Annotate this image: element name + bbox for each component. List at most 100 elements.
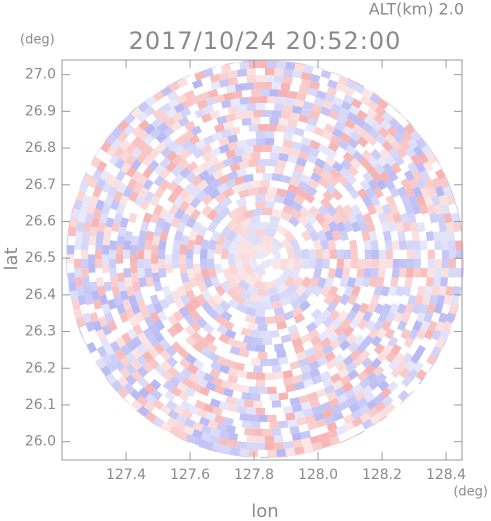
texture-cell: [328, 220, 339, 233]
texture-cell: [234, 83, 245, 92]
texture-cell: [309, 73, 321, 83]
texture-cell: [128, 212, 138, 224]
texture-cell: [373, 285, 383, 297]
texture-cell: [210, 276, 221, 288]
texture-cell: [273, 306, 285, 317]
x-tick-label: 128.0: [298, 467, 338, 483]
texture-cell: [137, 331, 148, 344]
texture-cell: [194, 139, 207, 150]
texture-cell: [257, 351, 268, 360]
texture-cell: [287, 60, 298, 64]
texture-cell: [136, 140, 149, 152]
texture-cell: [66, 268, 68, 278]
texture-cell: [185, 353, 197, 365]
texture-cell: [219, 206, 231, 218]
texture-cell: [370, 357, 382, 370]
texture-cell: [115, 336, 127, 348]
texture-cell: [203, 276, 214, 289]
texture-cell: [317, 330, 330, 342]
texture-cell: [349, 130, 362, 142]
texture-cell: [207, 239, 218, 251]
texture-cell: [424, 369, 436, 381]
texture-cell: [241, 392, 252, 401]
texture-cell: [236, 340, 248, 350]
texture-cell: [165, 161, 177, 173]
texture-cell: [144, 190, 155, 203]
texture-cell: [274, 343, 285, 352]
texture-cell: [269, 152, 280, 160]
texture-cell: [227, 208, 240, 220]
texture-cell: [397, 230, 406, 241]
texture-cell: [349, 348, 362, 361]
texture-cell: [283, 104, 294, 113]
texture-cell: [374, 401, 387, 413]
texture-cell: [204, 332, 216, 344]
texture-cell: [358, 404, 371, 416]
texture-cell: [188, 404, 200, 415]
texture-cell: [354, 310, 365, 323]
texture-cell: [379, 148, 391, 160]
texture-cell: [455, 240, 463, 250]
texture-cell: [239, 96, 250, 105]
texture-cell: [304, 347, 316, 358]
texture-cell: [342, 381, 354, 393]
texture-cell: [448, 249, 457, 259]
texture-cell: [390, 277, 399, 288]
texture-cell: [137, 174, 148, 187]
texture-cell: [281, 237, 293, 251]
texture-cell: [302, 407, 314, 418]
texture-cell: [295, 187, 308, 199]
texture-cell: [222, 157, 235, 167]
texture-cell: [223, 92, 234, 101]
texture-cell: [306, 353, 318, 365]
texture-cell: [131, 158, 142, 171]
texture-cell: [441, 203, 451, 215]
texture-cell: [374, 105, 387, 117]
texture-cell: [147, 346, 160, 359]
texture-cell: [300, 143, 312, 154]
texture-cell: [306, 153, 318, 165]
texture-cell: [201, 113, 213, 124]
texture-cell: [271, 238, 285, 251]
texture-cell: [289, 112, 301, 121]
texture-cell: [82, 173, 93, 185]
texture-cell: [416, 221, 426, 233]
texture-cell: [190, 125, 202, 136]
texture-cell: [372, 365, 385, 377]
texture-cell: [347, 341, 359, 353]
texture-cell: [455, 249, 464, 259]
texture-cell: [154, 364, 167, 376]
texture-cell: [171, 165, 183, 177]
texture-cell: [310, 308, 323, 320]
texture-cell: [147, 335, 160, 347]
texture-cell: [373, 343, 385, 355]
texture-cell: [410, 352, 422, 365]
texture-cell: [143, 105, 156, 117]
texture-cell: [267, 286, 279, 296]
texture-cell: [181, 409, 194, 420]
texture-cell: [182, 130, 194, 141]
y-tick-label: 26.5: [25, 250, 56, 266]
texture-cell: [386, 97, 398, 109]
texture-cell: [253, 400, 263, 408]
texture-cell: [368, 178, 379, 191]
texture-cell: [122, 186, 134, 198]
texture-cell: [336, 393, 348, 404]
texture-cell: [381, 203, 392, 215]
texture-cell: [373, 393, 385, 405]
texture-cell: [287, 90, 298, 99]
texture-cell: [88, 254, 96, 264]
texture-cell: [227, 253, 236, 265]
texture-cell: [348, 434, 360, 446]
texture-cell: [340, 317, 352, 330]
texture-cell: [120, 344, 132, 356]
texture-cell: [124, 113, 136, 125]
y-tick-label: 26.9: [25, 103, 56, 119]
texture-cell: [207, 248, 215, 259]
texture-cell: [389, 203, 400, 215]
texture-cell: [328, 397, 340, 408]
texture-cell: [308, 205, 321, 218]
texture-cell: [425, 231, 434, 242]
texture-cell: [136, 343, 148, 356]
texture-cell: [97, 221, 106, 233]
